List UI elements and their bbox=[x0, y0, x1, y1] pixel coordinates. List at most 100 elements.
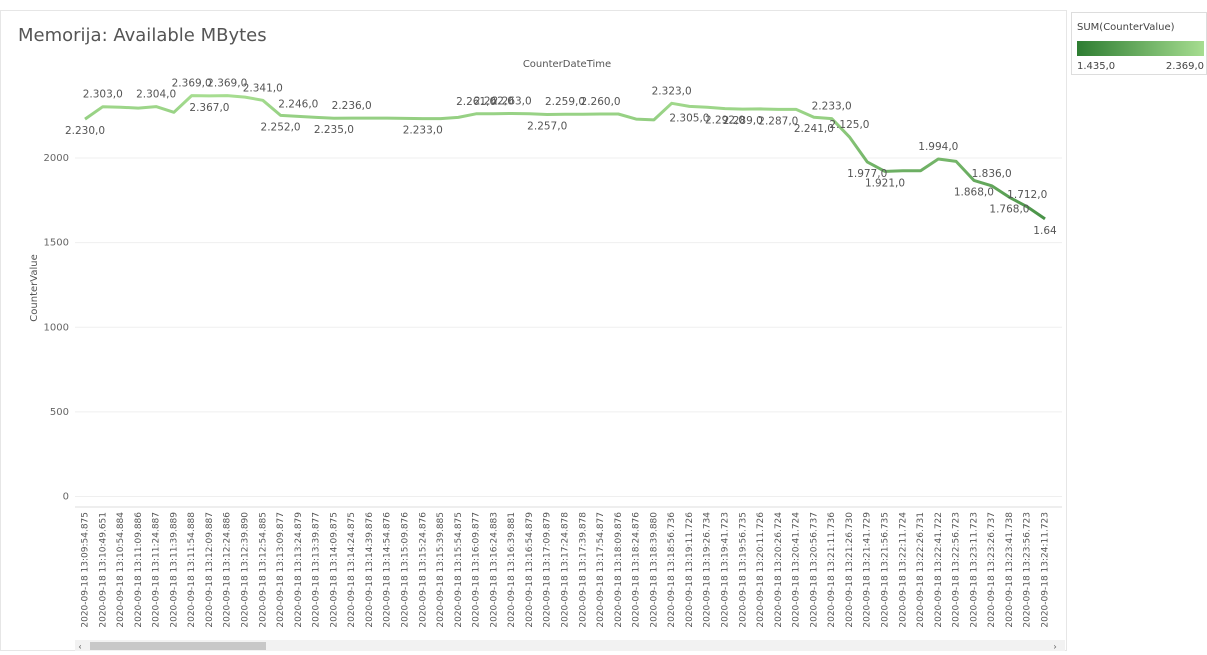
x-tick-label: 2020-09-18 13:15:54.875 bbox=[454, 512, 464, 628]
x-tick-label: 2020-09-18 13:16:39.881 bbox=[507, 512, 517, 628]
x-tick-label: 2020-09-18 13:14:39.876 bbox=[365, 512, 375, 628]
legend-max: 2.369,0 bbox=[1166, 61, 1204, 72]
x-tick-label: 2020-09-18 13:21:26.730 bbox=[845, 512, 855, 628]
x-tick-label: 2020-09-18 13:17:39.878 bbox=[578, 512, 588, 628]
x-tick-label: 2020-09-18 13:22:26.731 bbox=[916, 512, 926, 628]
y-tick-label: 1500 bbox=[44, 238, 69, 249]
x-tick-label: 2020-09-18 13:21:11.736 bbox=[827, 512, 837, 628]
x-tick-label: 2020-09-18 13:20:41.724 bbox=[792, 512, 802, 628]
x-tick-label: 2020-09-18 13:19:26.734 bbox=[703, 512, 713, 628]
data-label: 2.233,0 bbox=[403, 125, 443, 137]
data-label: 2.260,0 bbox=[581, 96, 621, 108]
x-tick-label: 2020-09-18 13:23:56.723 bbox=[1023, 512, 1033, 628]
legend-min: 1.435,0 bbox=[1077, 61, 1115, 72]
x-tick-label: 2020-09-18 13:19:41.723 bbox=[721, 512, 731, 628]
x-tick-label: 2020-09-18 13:18:56.736 bbox=[667, 512, 677, 628]
x-tick-label: 2020-09-18 13:17:54.877 bbox=[596, 512, 606, 628]
x-tick-label: 2020-09-18 13:14:54.876 bbox=[383, 512, 393, 628]
legend-title: SUM(CounterValue) bbox=[1077, 22, 1175, 33]
x-tick-label: 2020-09-18 13:16:24.883 bbox=[489, 512, 499, 628]
x-tick-label: 2020-09-18 13:12:39.890 bbox=[241, 512, 251, 628]
data-label: 2.236,0 bbox=[332, 100, 372, 112]
data-label: 2.292,0 bbox=[705, 115, 745, 127]
data-label: 2.263,0 bbox=[492, 96, 532, 108]
data-label: 2.125,0 bbox=[829, 119, 869, 131]
x-tick-label: 2020-09-18 13:13:39.877 bbox=[312, 512, 322, 628]
x-tick-label: 2020-09-18 13:14:09.875 bbox=[329, 512, 339, 628]
data-label: 2.246,0 bbox=[278, 98, 318, 110]
x-tick-label: 2020-09-18 13:13:24.879 bbox=[294, 512, 304, 628]
y-axis-label: CounterValue bbox=[29, 254, 40, 321]
x-tick-label: 2020-09-18 13:20:56.737 bbox=[809, 512, 819, 628]
x-tick-label: 2020-09-18 13:10:49.651 bbox=[98, 512, 108, 628]
x-tick-label: 2020-09-18 13:17:09.879 bbox=[543, 512, 553, 628]
x-tick-label: 2020-09-18 13:15:09.876 bbox=[401, 512, 411, 628]
chart-title: Memorija: Available MBytes bbox=[18, 25, 267, 46]
y-tick-label: 2000 bbox=[44, 153, 69, 164]
x-tick-label: 2020-09-18 13:14:24.875 bbox=[347, 512, 357, 628]
data-label: 1.836,0 bbox=[972, 168, 1012, 180]
x-tick-label: 2020-09-18 13:23:41.738 bbox=[1005, 512, 1015, 628]
x-tick-label: 2020-09-18 13:20:26.724 bbox=[774, 512, 784, 628]
data-label: 2.369,0 bbox=[207, 78, 247, 90]
data-label: 2.230,0 bbox=[65, 125, 105, 137]
y-tick-label: 1000 bbox=[44, 322, 69, 333]
data-label: 1.64 bbox=[1033, 225, 1057, 237]
x-tick-label: 2020-09-18 13:10:54.884 bbox=[116, 512, 126, 628]
x-tick-label: 2020-09-18 13:23:26.737 bbox=[987, 512, 997, 628]
data-label: 2.304,0 bbox=[136, 89, 176, 101]
data-label: 2.305,0 bbox=[669, 112, 709, 124]
data-label: 2.233,0 bbox=[812, 101, 852, 113]
column-header: CounterDateTime bbox=[523, 59, 611, 70]
x-tick-label: 2020-09-18 13:23:11.723 bbox=[969, 512, 979, 628]
x-tick-label: 2020-09-18 13:11:24.887 bbox=[152, 512, 162, 628]
y-tick-label: 500 bbox=[50, 407, 69, 418]
x-tick-label: 2020-09-18 13:11:54.888 bbox=[187, 512, 197, 628]
x-tick-label: 2020-09-18 13:22:41.722 bbox=[934, 512, 944, 628]
x-tick-label: 2020-09-18 13:22:56.723 bbox=[952, 512, 962, 628]
x-tick-label: 2020-09-18 13:11:09.886 bbox=[134, 512, 144, 628]
data-label: 1.712,0 bbox=[1007, 189, 1047, 201]
x-tick-label: 2020-09-18 13:18:09.876 bbox=[614, 512, 624, 628]
data-label: 1.768,0 bbox=[989, 203, 1029, 215]
data-label: 2.261,0 bbox=[456, 96, 496, 108]
x-tick-label: 2020-09-18 13:12:24.886 bbox=[223, 512, 233, 628]
x-tick-label: 2020-09-18 13:11:39.889 bbox=[169, 512, 179, 628]
x-tick-label: 2020-09-18 13:15:39.885 bbox=[436, 512, 446, 628]
x-tick-label: 2020-09-18 13:12:09.887 bbox=[205, 512, 215, 628]
data-label: 2.257,0 bbox=[527, 121, 567, 133]
scroll-left[interactable]: ‹ bbox=[78, 643, 82, 653]
x-tick-label: 2020-09-18 13:19:11.726 bbox=[685, 512, 695, 628]
data-label: 2.241,0 bbox=[794, 123, 834, 135]
data-label: 2.262,0 bbox=[474, 96, 514, 108]
x-tick-label: 2020-09-18 13:22:11.724 bbox=[898, 512, 908, 628]
data-label: 2.287,0 bbox=[758, 115, 798, 127]
y-tick-label: 0 bbox=[63, 492, 69, 503]
data-label: 1.977,0 bbox=[847, 168, 887, 180]
scrollbar-thumb[interactable] bbox=[90, 642, 266, 650]
scrollbar-track[interactable] bbox=[75, 640, 1065, 651]
data-label: 2.323,0 bbox=[652, 85, 692, 97]
x-tick-label: 2020-09-18 13:24:11.723 bbox=[1041, 512, 1051, 628]
x-tick-label: 2020-09-18 13:16:54.879 bbox=[525, 512, 535, 628]
x-tick-label: 2020-09-18 13:19:56.735 bbox=[738, 512, 748, 628]
scroll-right[interactable]: › bbox=[1053, 643, 1057, 653]
data-label: 2.303,0 bbox=[83, 89, 123, 101]
x-tick-label: 2020-09-18 13:18:24.876 bbox=[632, 512, 642, 628]
data-label: 1.868,0 bbox=[954, 186, 994, 198]
data-label: 2.341,0 bbox=[243, 82, 283, 94]
data-line bbox=[84, 94, 1046, 221]
data-label: 2.367,0 bbox=[189, 102, 229, 114]
x-tick-label: 2020-09-18 13:20:11.726 bbox=[756, 512, 766, 628]
x-tick-label: 2020-09-18 13:09:54.875 bbox=[81, 512, 91, 628]
x-tick-label: 2020-09-18 13:16:09.877 bbox=[472, 512, 482, 628]
data-label: 2.369,0 bbox=[172, 78, 212, 90]
legend-ramp bbox=[1077, 41, 1204, 56]
x-tick-label: 2020-09-18 13:13:09.877 bbox=[276, 512, 286, 628]
data-label: 2.235,0 bbox=[314, 124, 354, 136]
x-tick-label: 2020-09-18 13:21:41.729 bbox=[863, 512, 873, 628]
data-label: 2.252,0 bbox=[261, 121, 301, 133]
x-tick-label: 2020-09-18 13:15:24.876 bbox=[418, 512, 428, 628]
x-tick-label: 2020-09-18 13:12:54.885 bbox=[258, 512, 268, 628]
